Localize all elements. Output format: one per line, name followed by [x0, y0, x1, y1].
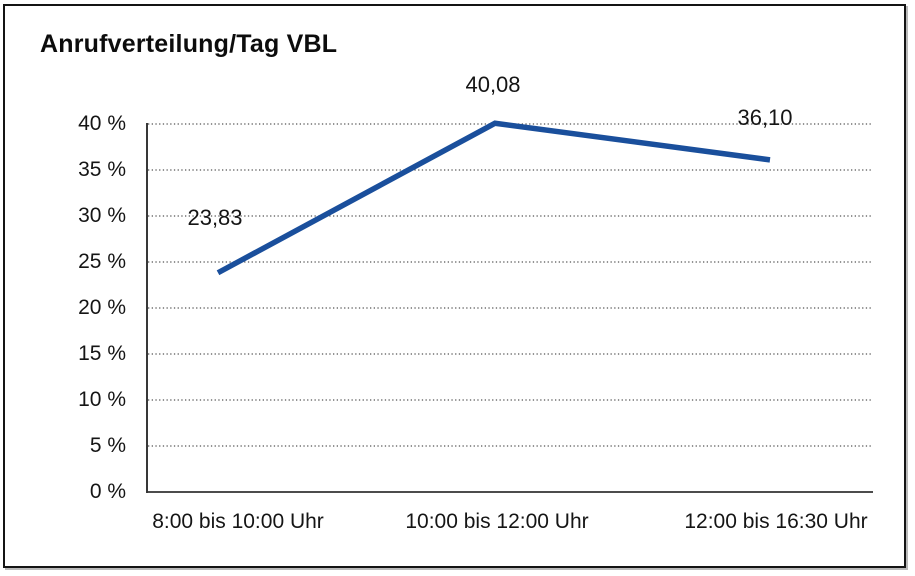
y-tick-label: 15 %: [78, 342, 126, 365]
data-point-value-label: 23,83: [187, 204, 243, 230]
chart-title: Anrufverteilung/Tag VBL: [40, 30, 338, 58]
x-category-label: 12:00 bis 16:30 Uhr: [684, 510, 868, 533]
y-tick-label: 25 %: [78, 250, 126, 273]
y-tick-label: 35 %: [78, 158, 126, 181]
x-category-label: 10:00 bis 12:00 Uhr: [405, 510, 589, 533]
y-tick-label: 40 %: [78, 112, 126, 135]
data-series-line: [216, 120, 771, 276]
data-point-value-label: 36,10: [737, 104, 793, 130]
x-category-label: 8:00 bis 10:00 Uhr: [152, 510, 324, 533]
chart-border-frame: [3, 4, 906, 568]
y-tick-label: 5 %: [89, 434, 126, 457]
y-tick-label: 0 %: [89, 480, 126, 503]
y-tick-label: 20 %: [78, 296, 126, 319]
y-tick-label: 30 %: [78, 204, 126, 227]
y-tick-label: 10 %: [78, 388, 126, 411]
data-point-value-label: 40,08: [465, 72, 521, 98]
